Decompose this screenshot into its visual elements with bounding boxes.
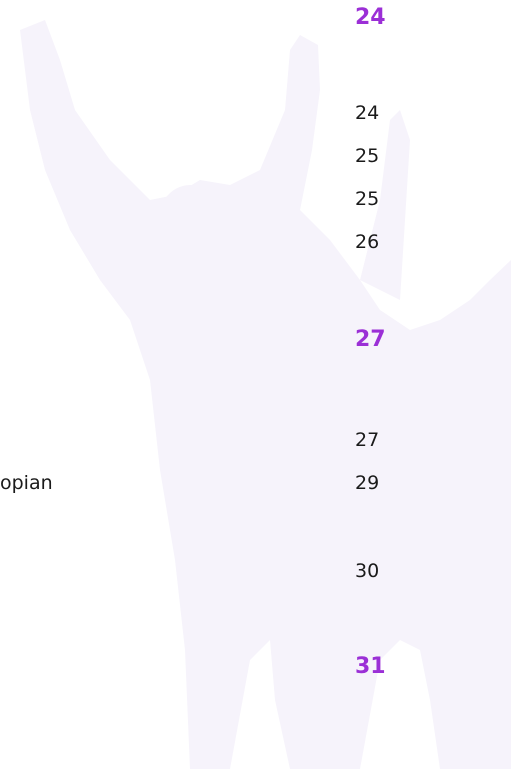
- entry-page: 24: [355, 101, 379, 125]
- entry-label: opian: [0, 471, 53, 495]
- section-page: 27: [355, 328, 386, 352]
- page: 24 24 25 25 26 27 27 opian 29 30 31: [0, 0, 511, 769]
- section-page: 24: [355, 6, 386, 30]
- entry-page: 26: [355, 230, 379, 254]
- entry-page: 27: [355, 428, 379, 452]
- entry-page: 30: [355, 559, 379, 583]
- background-silhouette: [0, 0, 511, 769]
- section-page: 31: [355, 655, 386, 679]
- entry-page: 25: [355, 187, 379, 211]
- entry-page: 29: [355, 471, 379, 495]
- entry-page: 25: [355, 144, 379, 168]
